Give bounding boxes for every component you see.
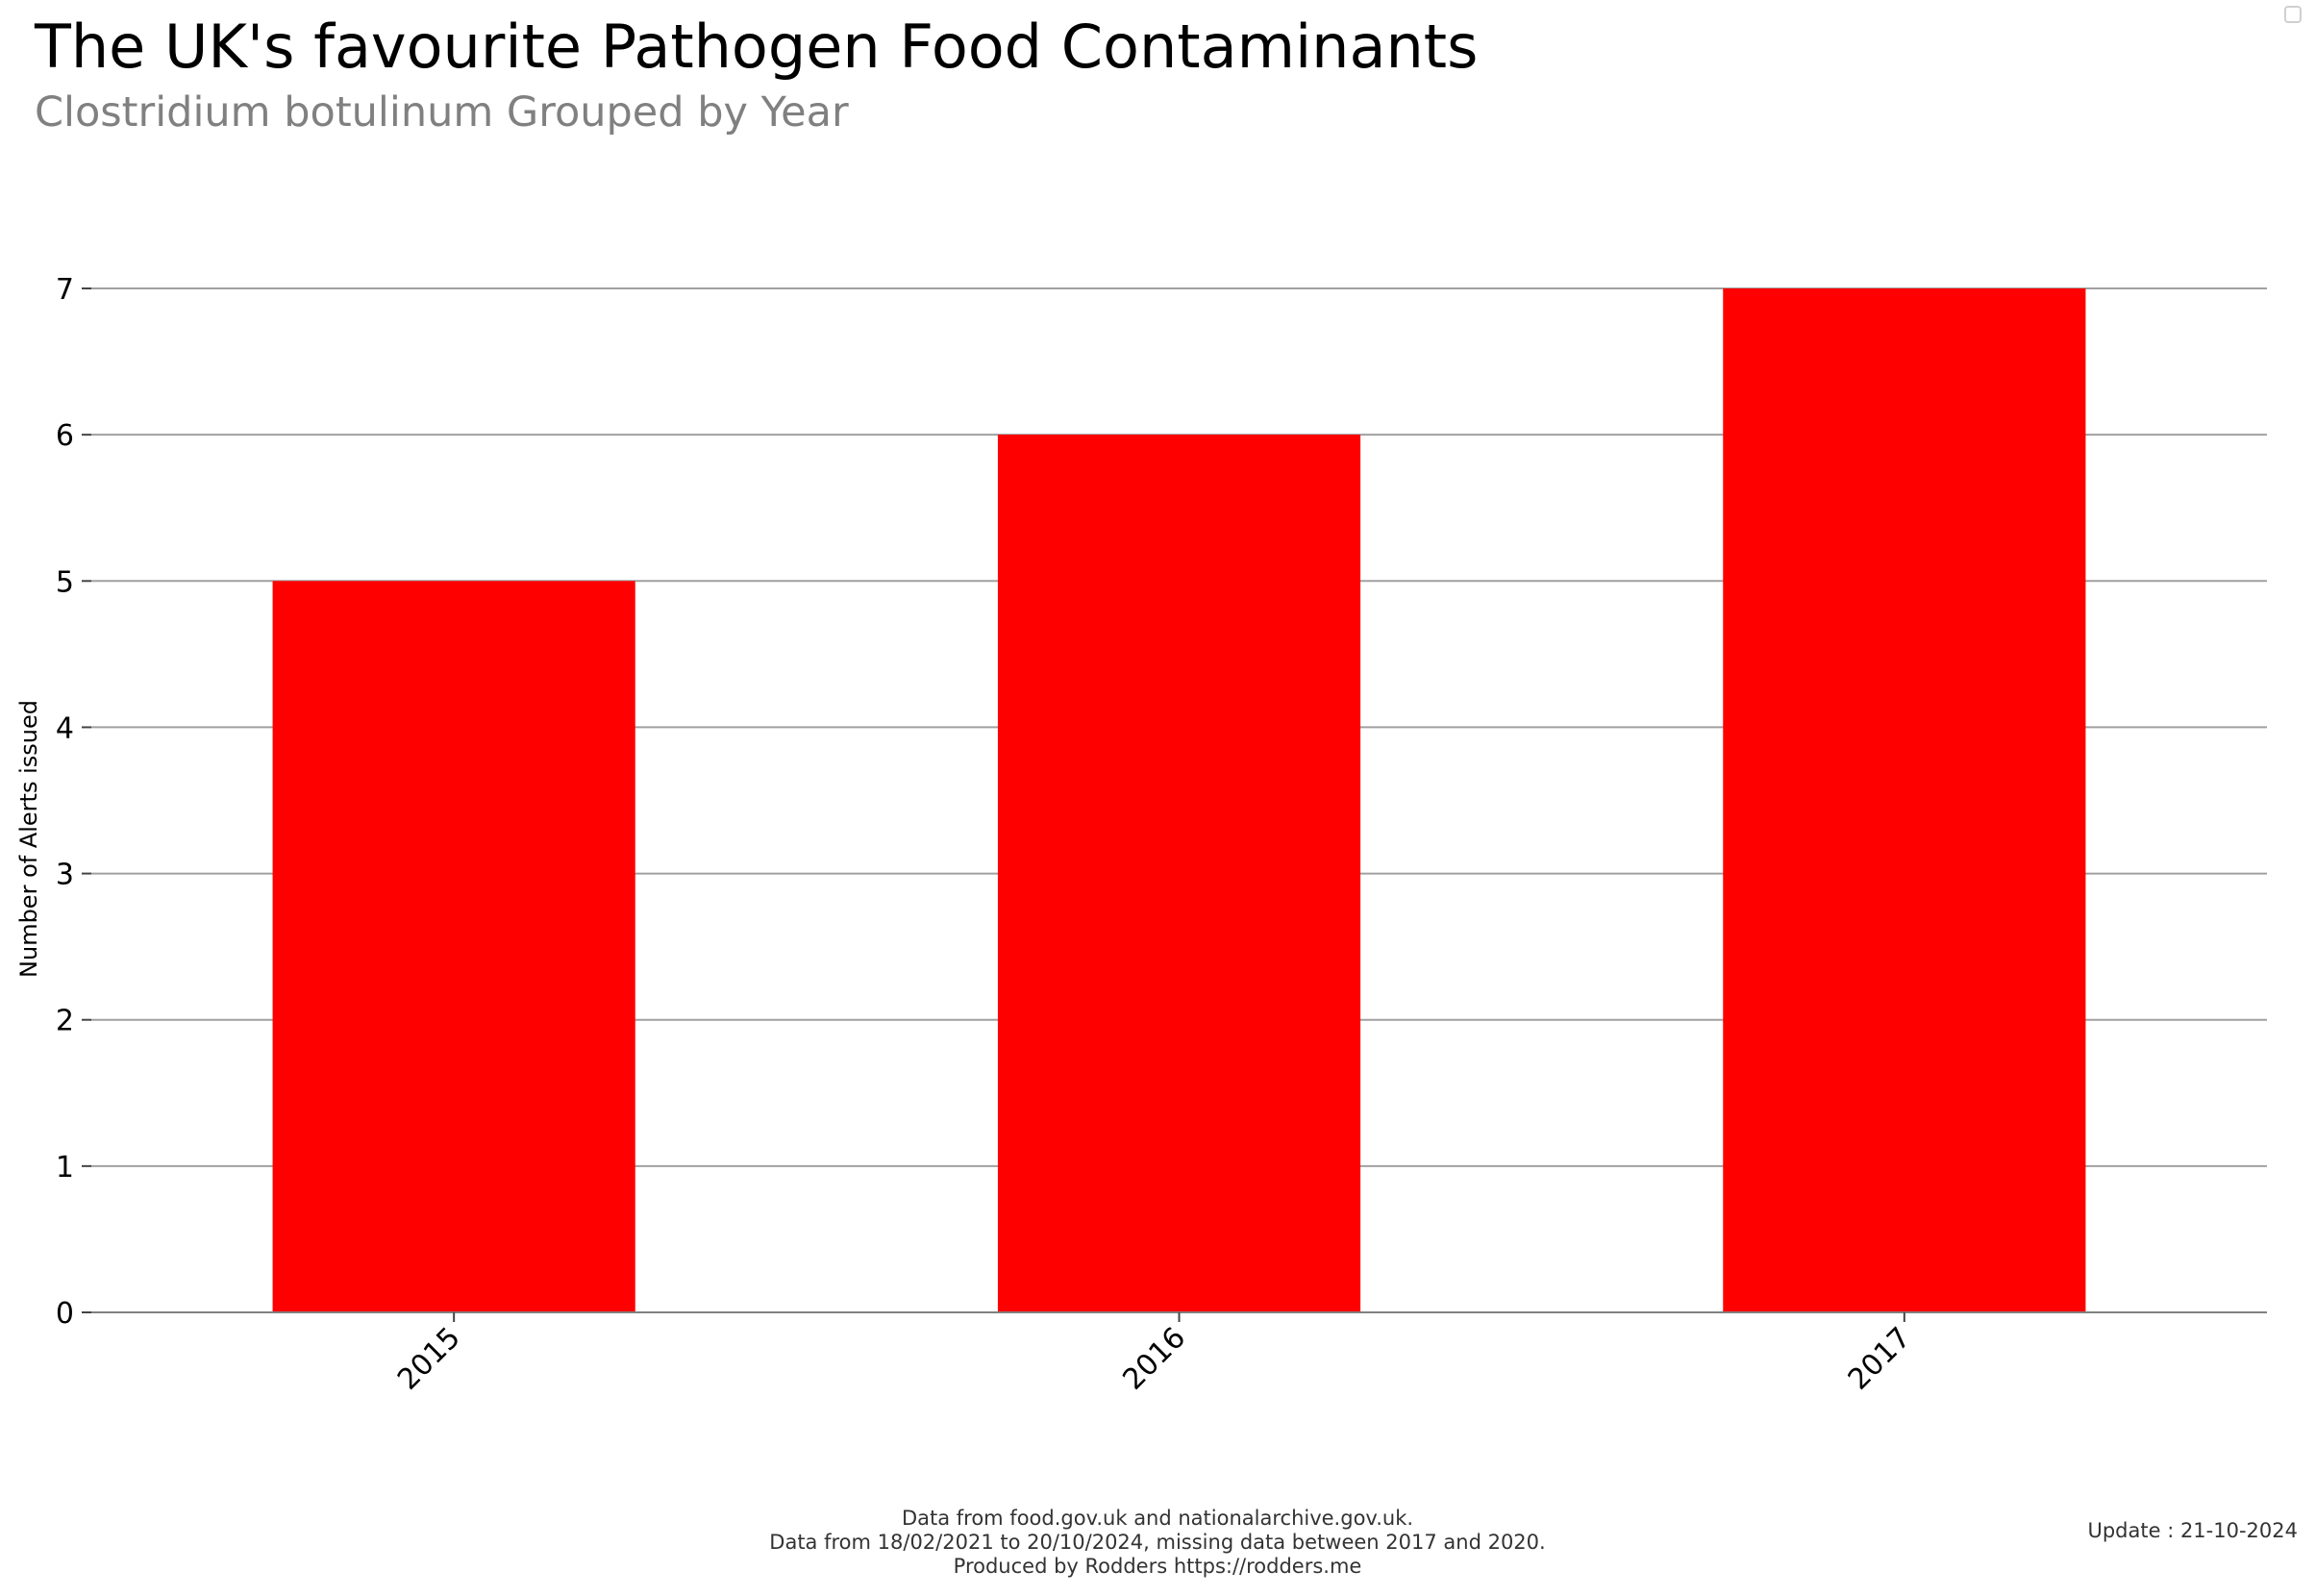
bar-2016[interactable] bbox=[997, 435, 1361, 1313]
x-tick-label: 2017 bbox=[1842, 1321, 1918, 1397]
y-axis-label: Number of Alerts issued bbox=[15, 700, 42, 978]
y-tick-label: 3 bbox=[56, 859, 74, 892]
chart-title: The UK's favourite Pathogen Food Contami… bbox=[35, 12, 1479, 82]
chart-subtitle: Clostridium botulinum Grouped by Year bbox=[35, 88, 849, 137]
bar-chart: 0 1 2 3 4 5 6 7 2015 2016 2017 Number of Alerts is… bbox=[15, 273, 2267, 1397]
y-tick-label: 4 bbox=[56, 711, 74, 745]
legend-toggle[interactable] bbox=[2284, 6, 2302, 23]
footer-line-range: Data from 18/02/2021 to 20/10/2024, miss… bbox=[769, 1531, 1546, 1554]
x-tick-label: 2015 bbox=[391, 1321, 467, 1397]
bar-2017[interactable] bbox=[1723, 288, 2086, 1312]
bars bbox=[272, 288, 2086, 1313]
footer-notes: Data from food.gov.uk and nationalarchiv… bbox=[0, 1507, 2315, 1579]
update-date: Update : 21-10-2024 bbox=[2087, 1519, 2298, 1542]
y-tick-label: 5 bbox=[56, 565, 74, 599]
y-tick-label: 7 bbox=[56, 273, 74, 307]
x-tick-label: 2016 bbox=[1116, 1321, 1192, 1397]
footer-line-credit: Produced by Rodders https://rodders.me bbox=[953, 1555, 1362, 1578]
y-tick-label: 2 bbox=[56, 1005, 74, 1038]
bar-2015[interactable] bbox=[272, 581, 635, 1312]
footer-line-source: Data from food.gov.uk and nationalarchiv… bbox=[901, 1507, 1414, 1530]
y-tick-label: 0 bbox=[56, 1297, 74, 1331]
y-tick-label: 1 bbox=[56, 1151, 74, 1185]
y-tick-label: 6 bbox=[56, 419, 74, 453]
